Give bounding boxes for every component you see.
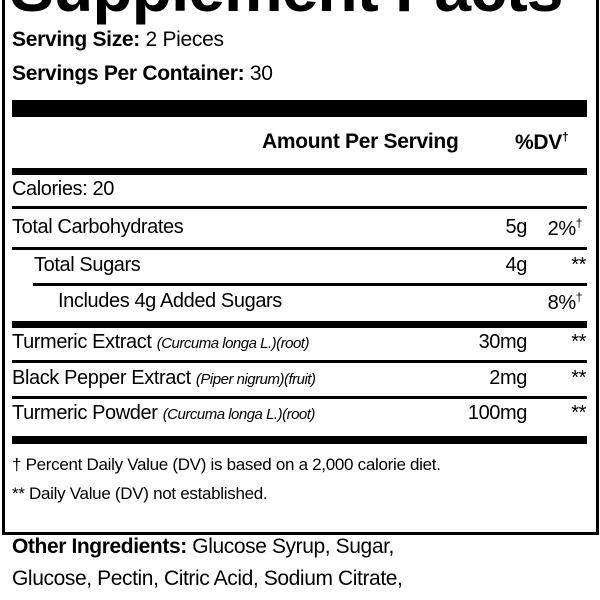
ingredient-name: Turmeric Extract (12, 331, 152, 353)
row-name: Turmeric Extract (Curcuma longa L.)(root… (12, 331, 309, 354)
other-ingredients-label: Other Ingredients: (12, 535, 187, 558)
amount-per-serving-header: Amount Per Serving (262, 130, 459, 153)
row-name: Turmeric Powder (Curcuma longa L.)(root) (12, 402, 315, 425)
footnote-not-established: ** Daily Value (DV) not established. (12, 484, 268, 503)
row-name: Black Pepper Extract (Piper nigrum)(frui… (12, 367, 316, 390)
servings-per-container: Servings Per Container: 30 (12, 62, 273, 86)
row-dv: ** (571, 367, 586, 389)
row-dv: 2%† (512, 216, 583, 241)
supplement-facts-panel (2, 0, 599, 535)
other-ingredients: Other Ingredients: Glucose Syrup, Sugar, (12, 535, 394, 559)
calories: Calories: 20 (12, 178, 114, 200)
dv-value: 2% (547, 218, 577, 240)
servings-per-container-label: Servings Per Container: (12, 62, 245, 85)
ingredient-name: Black Pepper Extract (12, 367, 191, 389)
medium-divider (12, 321, 587, 328)
row-amount: 30mg (478, 331, 528, 353)
dv-value: 8% (547, 292, 577, 314)
row-dv: 8%† (512, 290, 583, 315)
dv-header-text: %DV (515, 131, 562, 154)
serving-size-value: 2 Pieces (145, 28, 224, 51)
row-amount: 2mg (489, 367, 527, 389)
divider (33, 283, 587, 286)
ingredient-latin: (Curcuma longa L.)(root) (156, 335, 310, 352)
row-name: Total Carbohydrates (12, 216, 184, 238)
ingredient-name: Turmeric Powder (12, 402, 158, 424)
footnote-dv: † Percent Daily Value (DV) is based on a… (12, 455, 441, 474)
other-ingredients-text: Glucose Syrup, Sugar, (192, 535, 394, 558)
medium-divider (12, 168, 587, 175)
thick-divider (12, 100, 587, 117)
dagger-mark: † (561, 130, 569, 144)
row-name: Total Sugars (34, 254, 141, 276)
divider (12, 247, 587, 250)
servings-per-container-value: 30 (249, 62, 273, 85)
divider (12, 206, 587, 209)
other-ingredients-line-2: Glucose, Pectin, Citric Acid, Sodium Cit… (12, 567, 403, 590)
row-amount: 4g (505, 254, 528, 276)
row-name: Includes 4g Added Sugars (58, 290, 282, 312)
row-amount: 100mg (467, 402, 528, 424)
serving-size: Serving Size: 2 Pieces (12, 28, 224, 52)
divider (12, 396, 587, 399)
thick-divider (12, 436, 587, 444)
divider (12, 360, 587, 363)
row-dv: ** (571, 254, 586, 276)
row-amount: 5g (505, 216, 528, 238)
ingredient-latin: (Piper nigrum)(fruit) (195, 371, 316, 388)
row-dv: ** (571, 331, 586, 353)
dagger-mark: † (575, 290, 583, 304)
dagger-mark: † (575, 216, 583, 230)
dv-header: %DV† (515, 130, 569, 155)
serving-size-label: Serving Size: (12, 28, 140, 51)
panel-title: Supplement Facts (10, 0, 563, 26)
row-dv: ** (571, 402, 586, 424)
ingredient-latin: (Curcuma longa L.)(root) (162, 406, 316, 423)
